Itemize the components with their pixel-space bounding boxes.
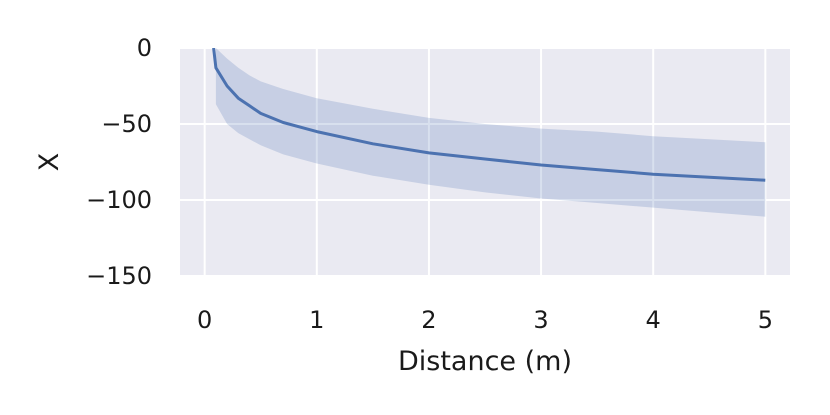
y-axis-label: X: [34, 153, 65, 172]
y-tick-labels: 0 −50 −100 −150: [86, 34, 152, 290]
y-tick-label: 0: [137, 34, 152, 62]
series-line: [212, 48, 766, 182]
plot-background: [180, 48, 790, 276]
x-axis-label: Distance (m): [398, 346, 572, 377]
y-tick-label: −100: [86, 186, 152, 214]
y-tick-label: −50: [101, 110, 152, 138]
x-tick-label: 2: [421, 306, 436, 334]
confidence-band: [215, 48, 766, 217]
x-tick-label: 0: [197, 306, 212, 334]
x-tick-label: 1: [309, 306, 324, 334]
x-tick-labels: 0 1 2 3 4 5: [197, 306, 773, 334]
x-tick-label: 3: [533, 306, 548, 334]
grid-lines: [180, 47, 790, 277]
x-tick-label: 4: [646, 306, 661, 334]
x-tick-label: 5: [758, 306, 773, 334]
y-tick-label: −150: [86, 262, 152, 290]
